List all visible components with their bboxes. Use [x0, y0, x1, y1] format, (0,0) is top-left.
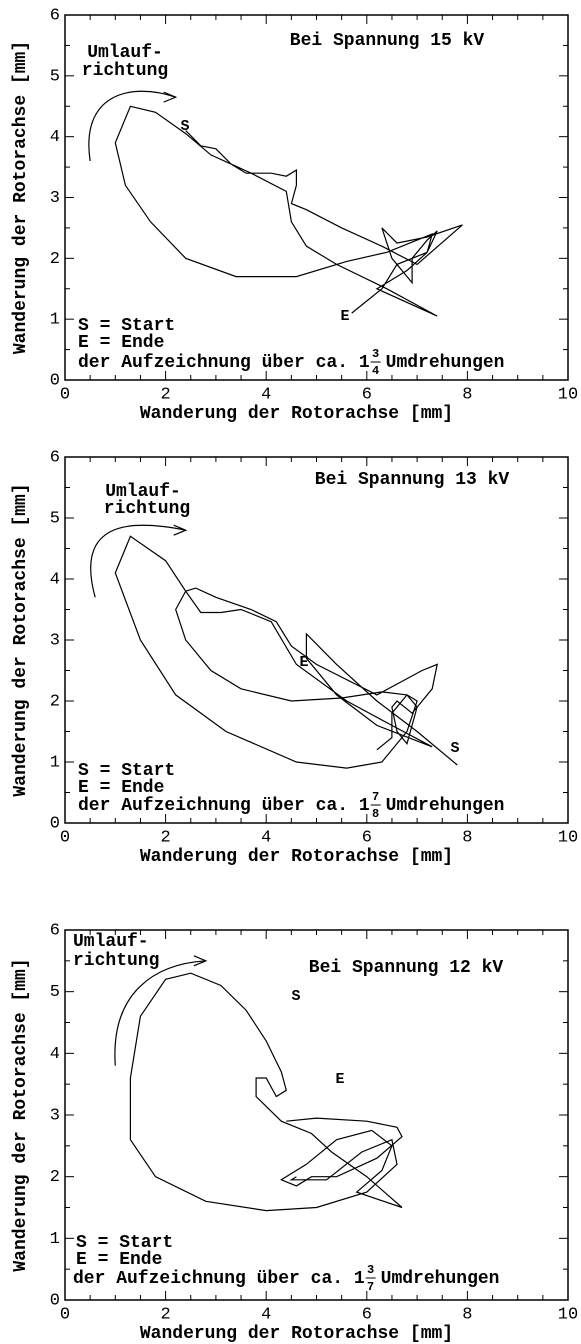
legend-note: S = Start: [78, 761, 175, 781]
trajectory: [114, 105, 463, 317]
arrow-head: [163, 91, 178, 103]
legend-note: E = Ende: [76, 1250, 162, 1270]
note-suffix: Umdrehungen: [381, 1269, 500, 1289]
direction-label: Umlauf-: [87, 43, 163, 63]
note-suffix: Umdrehungen: [386, 353, 505, 373]
y-tick-label: 1: [50, 311, 60, 330]
y-tick-label: 4: [50, 1045, 60, 1064]
note-numerator: 7: [372, 790, 379, 804]
y-axis-label: Wanderung der Rotorachse [mm]: [11, 41, 31, 354]
direction-label: richtung: [104, 499, 190, 519]
y-tick-label: 1: [50, 1230, 60, 1249]
start-marker: S: [450, 740, 459, 757]
legend-note: E = Ende: [78, 333, 164, 353]
y-tick-label: 1: [50, 753, 60, 772]
y-tick-label: 4: [50, 570, 60, 589]
legend-note: S = Start: [76, 1233, 173, 1253]
y-tick-label: 6: [50, 921, 60, 940]
direction-arrow: [114, 960, 206, 1066]
note-text: der Aufzeichnung über ca. 1: [78, 796, 370, 816]
direction-label: richtung: [73, 951, 159, 971]
legend-note: S = Start: [78, 316, 175, 336]
note-denominator: 4: [372, 364, 379, 378]
x-tick-label: 8: [462, 1305, 472, 1324]
x-tick-label: 10: [558, 828, 578, 847]
y-axis-label: Wanderung der Rotorachse [mm]: [11, 958, 31, 1271]
note-numerator: 3: [367, 1263, 374, 1277]
x-tick-label: 8: [462, 385, 472, 404]
x-tick-label: 0: [60, 385, 70, 404]
x-tick-label: 6: [362, 828, 372, 847]
x-axis-label: Wanderung der Rotorachse [mm]: [140, 404, 453, 424]
direction-arrow: [90, 524, 186, 598]
x-tick-label: 4: [261, 828, 271, 847]
y-tick-label: 6: [50, 448, 60, 467]
y-tick-label: 4: [50, 128, 60, 147]
y-tick-label: 3: [50, 631, 60, 650]
x-axis-label: Wanderung der Rotorachse [mm]: [140, 847, 453, 867]
x-tick-label: 4: [261, 1305, 271, 1324]
y-tick-label: 5: [50, 509, 60, 528]
end-marker: E: [299, 654, 308, 671]
x-tick-label: 4: [261, 385, 271, 404]
x-tick-label: 10: [558, 1305, 578, 1324]
y-tick-label: 2: [50, 250, 60, 269]
x-tick-label: 2: [160, 828, 170, 847]
panel-title: Bei Spannung 15 kV: [290, 31, 485, 51]
trajectory: [114, 535, 458, 769]
arrow-head: [173, 524, 188, 536]
start-marker: S: [180, 118, 189, 135]
x-tick-label: 10: [558, 385, 578, 404]
y-tick-label: 0: [50, 814, 60, 833]
end-marker: E: [340, 308, 349, 325]
panel-title: Bei Spannung 12 kV: [309, 958, 504, 978]
x-tick-label: 6: [362, 1305, 372, 1324]
x-axis-label: Wanderung der Rotorachse [mm]: [140, 1324, 453, 1344]
note-numerator: 3: [372, 347, 379, 361]
note-suffix: Umdrehungen: [386, 796, 505, 816]
start-marker: S: [291, 988, 300, 1005]
note-denominator: 7: [367, 1280, 374, 1294]
legend-note: E = Ende: [78, 778, 164, 798]
y-tick-label: 5: [50, 67, 60, 86]
y-tick-label: 0: [50, 1291, 60, 1310]
x-tick-label: 0: [60, 828, 70, 847]
y-tick-label: 6: [50, 6, 60, 25]
x-tick-label: 2: [160, 1305, 170, 1324]
y-tick-label: 2: [50, 1168, 60, 1187]
x-tick-label: 2: [160, 385, 170, 404]
arrow-head: [193, 955, 208, 967]
direction-label: Umlauf-: [73, 932, 149, 952]
end-marker: E: [335, 1071, 344, 1088]
y-tick-label: 2: [50, 692, 60, 711]
note-text: der Aufzeichnung über ca. 1: [73, 1269, 365, 1289]
y-tick-label: 5: [50, 983, 60, 1002]
y-tick-label: 0: [50, 371, 60, 390]
direction-label: richtung: [82, 61, 168, 81]
trajectory: [129, 972, 403, 1212]
note-denominator: 8: [372, 807, 379, 821]
x-tick-label: 8: [462, 828, 472, 847]
y-tick-label: 3: [50, 1106, 60, 1125]
direction-arrow: [88, 90, 176, 162]
panel-title: Bei Spannung 13 kV: [315, 470, 510, 490]
y-tick-label: 3: [50, 189, 60, 208]
direction-label: Umlauf-: [105, 482, 181, 502]
note-text: der Aufzeichnung über ca. 1: [78, 353, 370, 373]
y-axis-label: Wanderung der Rotorachse [mm]: [11, 483, 31, 796]
x-tick-label: 6: [362, 385, 372, 404]
x-tick-label: 0: [60, 1305, 70, 1324]
